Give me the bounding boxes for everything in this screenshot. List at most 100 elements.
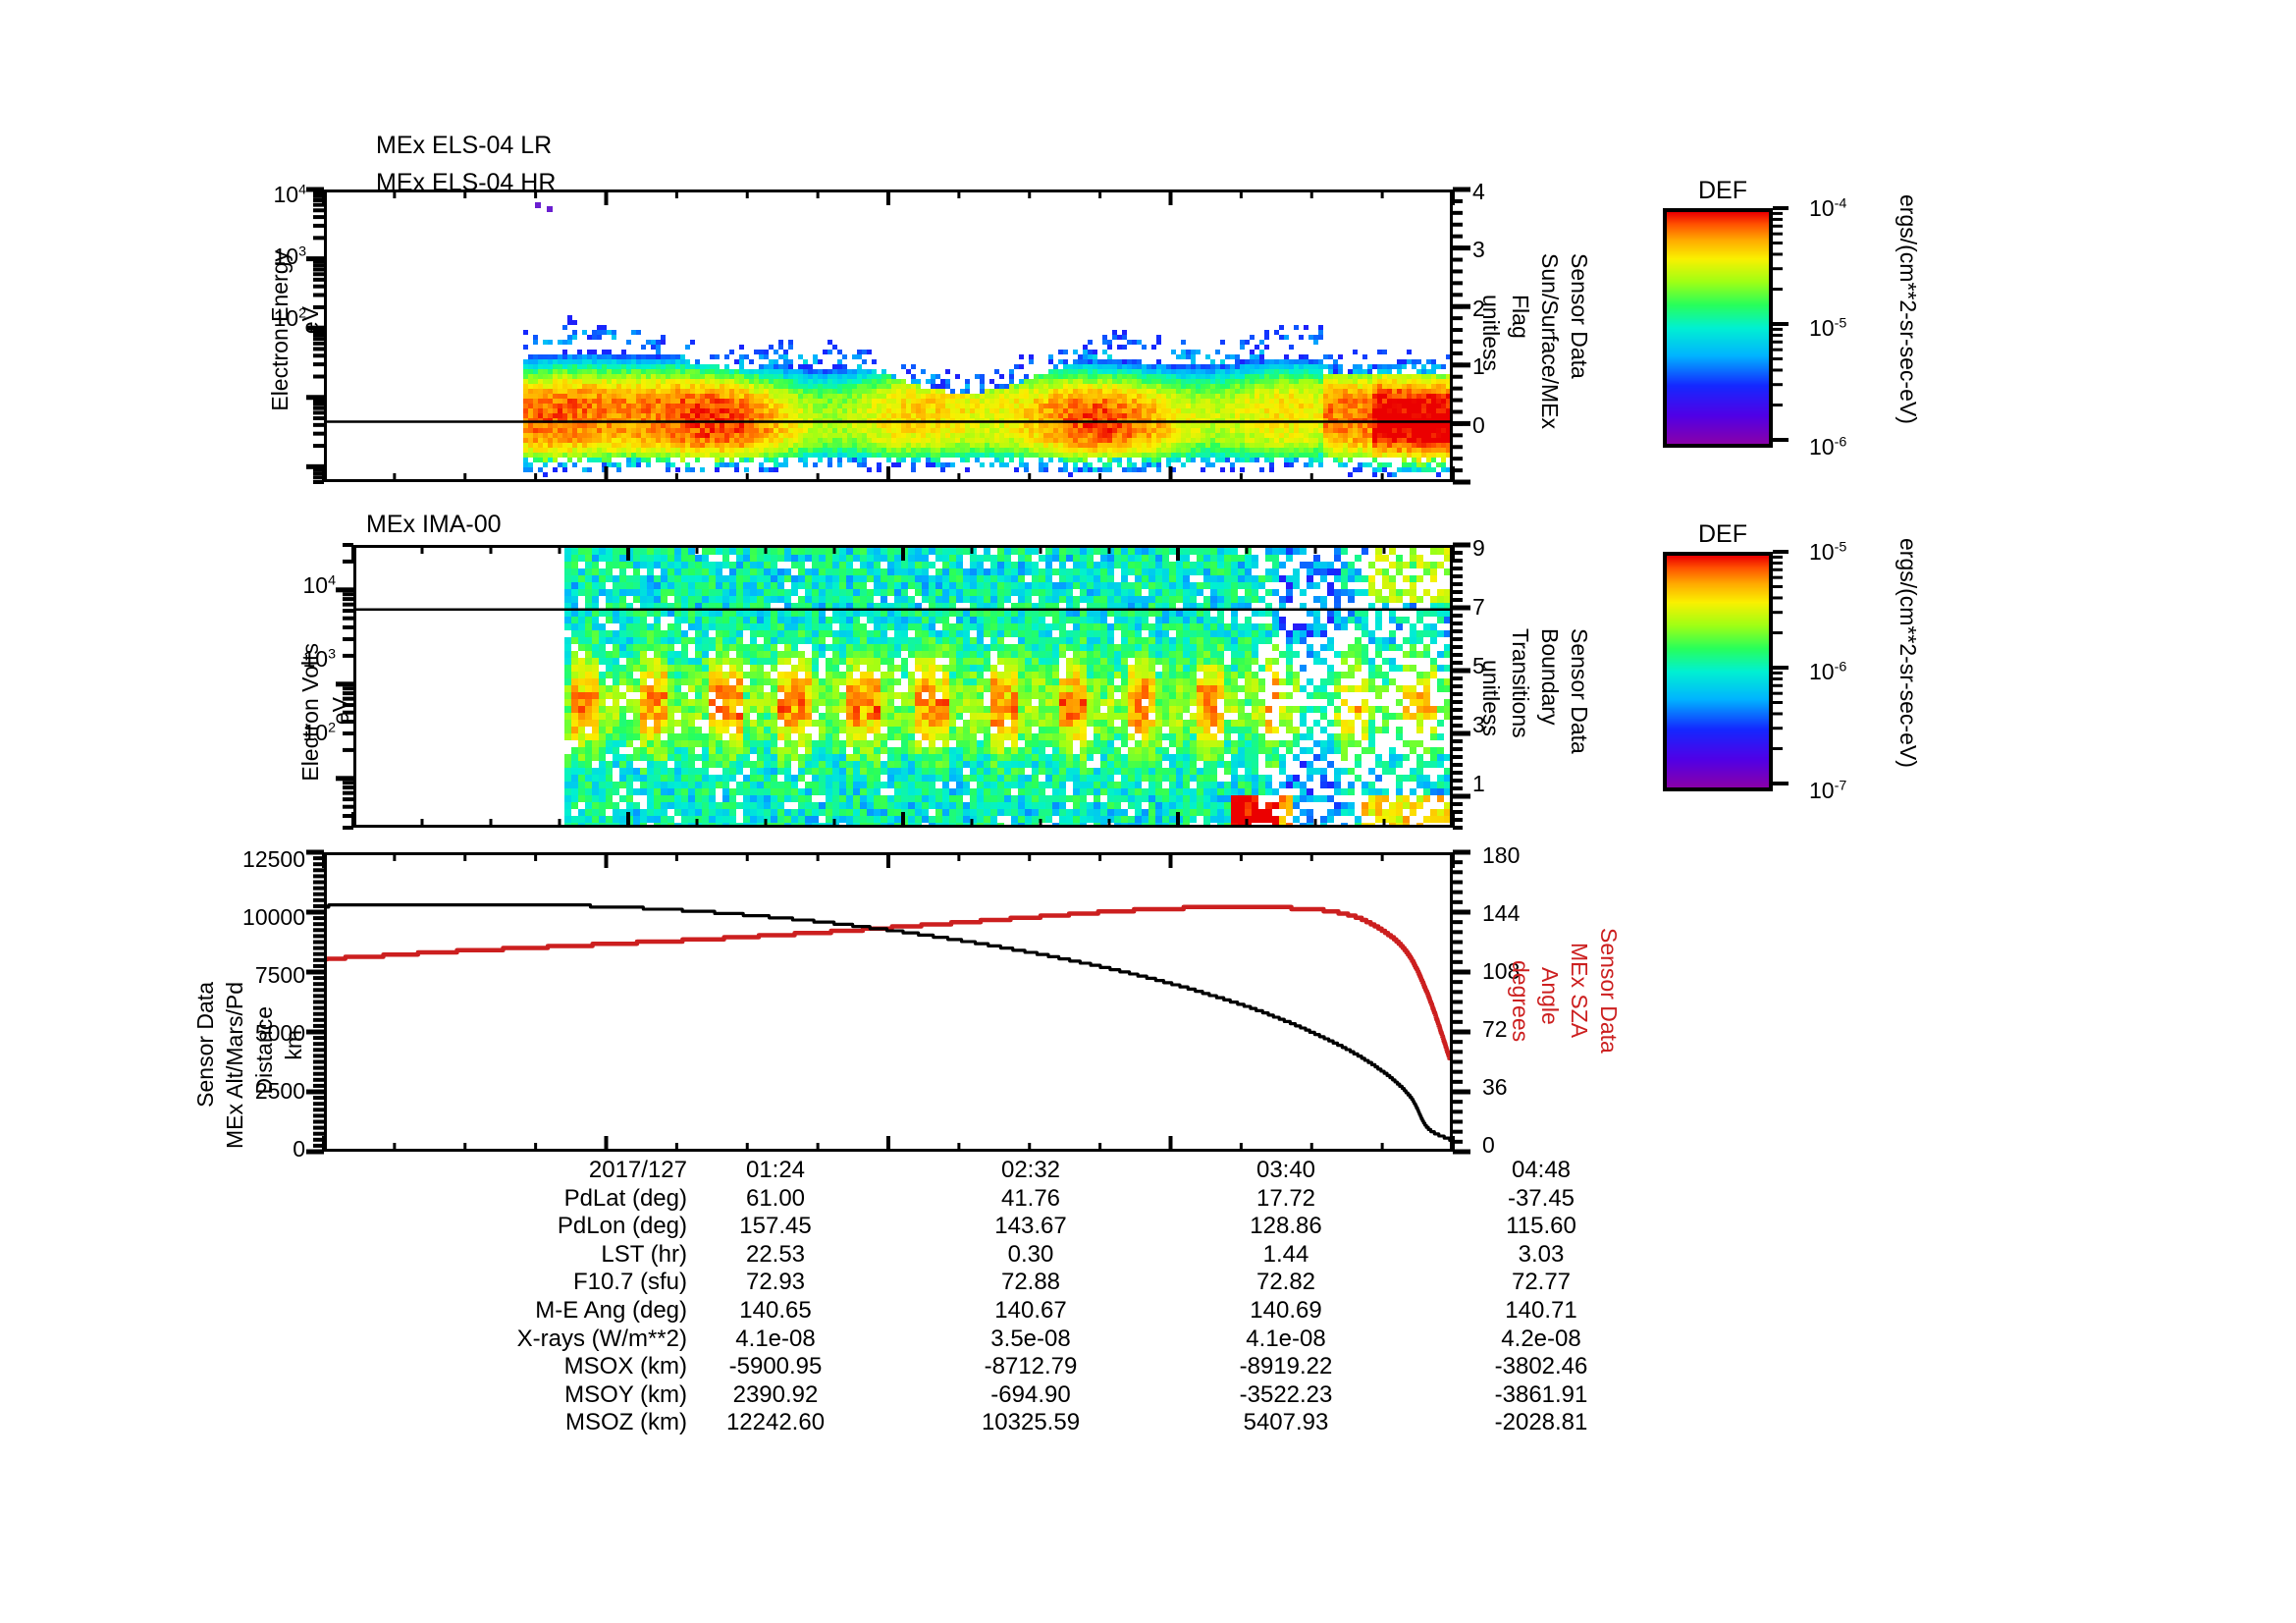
panel1-right-label-3: unitless xyxy=(1478,295,1504,371)
panel3-left-tick-2: 7500 xyxy=(254,962,305,988)
panel2-right-label-3: unitless xyxy=(1478,660,1504,736)
colorbar2-ticks xyxy=(1773,540,1812,805)
table-cell: 10325.59 xyxy=(981,1409,1081,1436)
panel3-right-label-1: MEx SZA xyxy=(1567,943,1592,1039)
table-row-label: LST (hr) xyxy=(601,1240,687,1268)
panel1-axis-ticks xyxy=(294,175,1492,499)
colorbar2-tick-top: 10-5 xyxy=(1809,539,1847,565)
panel1-right-tick-4: 0 xyxy=(1472,412,1485,438)
panel3-right-tick-5: 0 xyxy=(1482,1132,1495,1158)
panel3-right-tick-4: 36 xyxy=(1482,1074,1508,1100)
table-cell: -694.90 xyxy=(990,1380,1071,1408)
panel3-left-label-1: MEx Alt/Mars/Pd xyxy=(222,982,247,1149)
panel3-left-tick-4: 2500 xyxy=(254,1078,305,1104)
table-cell: 72.82 xyxy=(1255,1269,1316,1296)
table-row-label: MSOY (km) xyxy=(564,1380,687,1408)
panel3-left-tick-0: 12500 xyxy=(242,846,305,872)
table-row-label: M-E Ang (deg) xyxy=(535,1297,687,1324)
table-cell: 04:48 xyxy=(1511,1157,1572,1183)
table-cell: 128.86 xyxy=(1250,1213,1322,1240)
table-row-label: X-rays (W/m**2) xyxy=(516,1325,687,1352)
table-cell: 41.76 xyxy=(1000,1184,1061,1212)
panel2-right-label-0: Sensor Data xyxy=(1567,628,1592,754)
table-cell: 61.00 xyxy=(745,1184,806,1212)
colorbar1-tick-mid: 10-5 xyxy=(1809,315,1847,341)
table-cell: -37.45 xyxy=(1507,1184,1575,1212)
table-cell: 03:40 xyxy=(1255,1157,1316,1183)
table-cell: 4.1e-08 xyxy=(735,1325,816,1352)
table-cell: 140.69 xyxy=(1250,1297,1322,1324)
table-cell: -8919.22 xyxy=(1239,1353,1333,1380)
colorbar2-gradient xyxy=(1663,552,1773,791)
panel1-right-label-2: Flag xyxy=(1508,295,1533,339)
table-cell: 22.53 xyxy=(745,1240,806,1268)
table-cell: 3.03 xyxy=(1518,1240,1565,1268)
panel3-right-label-0: Sensor Data xyxy=(1596,928,1622,1054)
table-row-label: MSOX (km) xyxy=(563,1353,687,1380)
table-cell: 140.67 xyxy=(994,1297,1067,1324)
panel2-right-tick-1: 7 xyxy=(1472,594,1485,620)
table-cell: -2028.81 xyxy=(1494,1409,1588,1436)
table-cell: 01:24 xyxy=(745,1157,806,1183)
colorbar1-units: ergs/(cm**2-sr-sec-eV) xyxy=(1896,194,1921,424)
panel3-left-tick-1: 10000 xyxy=(242,904,305,930)
panel1-right-tick-3: 1 xyxy=(1472,353,1485,379)
table-cell: 5407.93 xyxy=(1243,1409,1329,1436)
table-cell: 2390.92 xyxy=(732,1380,819,1408)
table-row-label: MSOZ (km) xyxy=(565,1409,687,1436)
panel2-right-tick-3: 3 xyxy=(1472,712,1485,737)
panel1-right-tick-2: 2 xyxy=(1472,296,1485,321)
table-cell: -8712.79 xyxy=(984,1353,1078,1380)
table-cell: 1.44 xyxy=(1262,1240,1309,1268)
panel2-right-tick-4: 1 xyxy=(1472,771,1485,796)
colorbar1-tick-top: 10-4 xyxy=(1809,195,1847,221)
table-cell: 157.45 xyxy=(739,1213,812,1240)
table-cell: -3861.91 xyxy=(1494,1380,1588,1408)
panel3-axis-ticks xyxy=(294,839,1502,1173)
table-cell: -3522.23 xyxy=(1239,1380,1333,1408)
colorbar1-gradient xyxy=(1663,208,1773,448)
panel2-right-tick-0: 9 xyxy=(1472,535,1485,561)
colorbar2-tick-mid: 10-6 xyxy=(1809,659,1847,684)
table-row-label: PdLat (deg) xyxy=(563,1184,687,1212)
colorbar1-tick-bot: 10-6 xyxy=(1809,434,1847,460)
table-cell: 12242.60 xyxy=(725,1409,826,1436)
panel3-right-tick-1: 144 xyxy=(1482,900,1521,926)
panel1-title-lr: MEx ELS-04 LR xyxy=(376,132,553,159)
colorbar1-title: DEF xyxy=(1698,177,1747,204)
table-cell: 02:32 xyxy=(1000,1157,1061,1183)
table-cell: -3802.46 xyxy=(1494,1353,1588,1380)
panel2-right-label-1: Boundary xyxy=(1537,628,1563,726)
colorbar1-ticks xyxy=(1773,196,1812,461)
table-cell: -5900.95 xyxy=(728,1353,823,1380)
table-row-label: PdLon (deg) xyxy=(557,1213,687,1240)
panel1-right-label-0: Sensor Data xyxy=(1567,253,1592,379)
panel1-right-tick-0: 4 xyxy=(1472,179,1485,204)
panel2-right-tick-2: 5 xyxy=(1472,653,1485,678)
table-cell: 4.2e-08 xyxy=(1501,1325,1581,1352)
colorbar2-title: DEF xyxy=(1698,520,1747,548)
panel3-right-tick-3: 72 xyxy=(1482,1016,1508,1042)
table-cell: 4.1e-08 xyxy=(1246,1325,1326,1352)
table-cell: 140.71 xyxy=(1505,1297,1577,1324)
panel3-left-tick-3: 5000 xyxy=(254,1020,305,1046)
table-cell: 140.65 xyxy=(739,1297,812,1324)
table-cell: 143.67 xyxy=(994,1213,1067,1240)
panel3-right-tick-0: 180 xyxy=(1482,842,1521,868)
panel1-right-label-1: Sun/Surface/MEx xyxy=(1537,253,1563,429)
colorbar2-tick-bot: 10-7 xyxy=(1809,778,1847,803)
table-cell: 17.72 xyxy=(1255,1184,1316,1212)
table-row-label: 2017/127 xyxy=(588,1157,687,1183)
table-cell: 72.93 xyxy=(745,1269,806,1296)
table-cell: 3.5e-08 xyxy=(990,1325,1071,1352)
table-cell: 72.88 xyxy=(1000,1269,1061,1296)
panel2-axis-ticks xyxy=(324,530,1492,844)
panel3-right-label-2: Angle xyxy=(1537,967,1563,1025)
table-cell: 115.60 xyxy=(1506,1213,1576,1240)
table-cell: 72.77 xyxy=(1511,1269,1572,1296)
panel1-right-tick-1: 3 xyxy=(1472,237,1485,262)
panel3-right-tick-2: 108 xyxy=(1482,958,1521,984)
colorbar2-units: ergs/(cm**2-sr-sec-eV) xyxy=(1896,538,1921,768)
table-row-label: F10.7 (sfu) xyxy=(572,1269,687,1296)
panel2-right-label-2: Transitions xyxy=(1508,628,1533,738)
